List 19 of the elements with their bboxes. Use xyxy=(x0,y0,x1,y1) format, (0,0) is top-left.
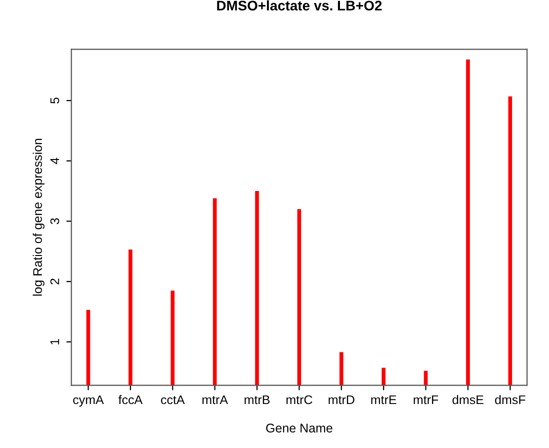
x-tick-label: mtrB xyxy=(244,395,270,404)
x-tick-label: cymA xyxy=(73,395,104,407)
x-axis-title: Gene Name xyxy=(266,424,332,433)
y-tick-label: 4 xyxy=(50,158,60,164)
x-tick-label: mtrD xyxy=(328,395,354,404)
x-tick-label: mtrA xyxy=(202,395,228,404)
x-tick-label: dmsF xyxy=(495,395,526,404)
x-tick-label: cctA xyxy=(161,395,185,404)
y-axis-title: log Ratio of gene expression xyxy=(32,138,44,296)
chart-title: DMSO+lactate vs. LB+O2 xyxy=(217,0,382,11)
x-tick-label: fccA xyxy=(118,395,143,404)
y-tick-label: 3 xyxy=(50,218,60,224)
y-tick-label: 1 xyxy=(50,338,60,344)
x-tick-label: mtrF xyxy=(414,395,438,404)
x-tick-label: mtrC xyxy=(286,395,312,404)
x-tick-label: mtrE xyxy=(371,395,396,404)
x-tick-label: dmsE xyxy=(452,395,484,404)
y-tick-label: 5 xyxy=(50,98,60,104)
y-tick-label: 2 xyxy=(50,278,60,284)
